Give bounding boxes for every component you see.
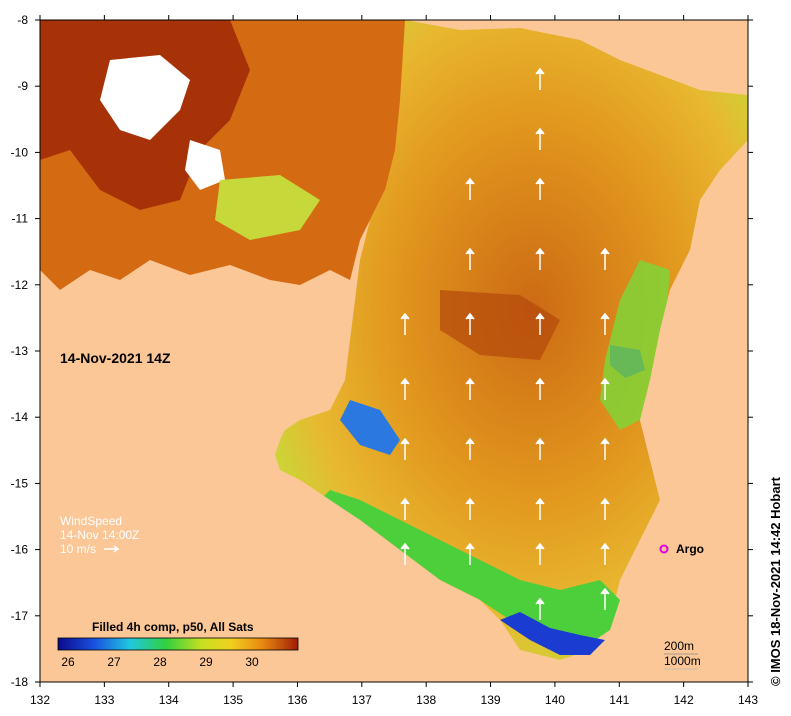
colorbar-tick-label: 28 [153, 655, 167, 669]
west-cold-patch [340, 400, 400, 455]
colorbar-gradient [57, 637, 299, 651]
colorbar-tick-label: 27 [107, 655, 121, 669]
wind-arrow [400, 437, 410, 460]
lat-tick-label: -18 [11, 675, 29, 689]
lat-tick-label: -17 [11, 609, 29, 623]
lon-tick-label: 142 [674, 693, 694, 707]
wind-arrow [600, 437, 610, 460]
wind-arrow [535, 597, 545, 620]
lon-tick-label: 134 [159, 693, 179, 707]
wind-legend-scale: 10 m/s [60, 542, 96, 556]
wind-arrow [465, 177, 475, 200]
wind-arrows [400, 67, 610, 620]
longitude-axis: 132 133 134 135 136 137 138 139 140 141 142 143 [30, 693, 758, 707]
credit-label: © IMOS 18-Nov-2021 14:42 Hobart [768, 476, 783, 686]
cape-york-land-2 [640, 230, 748, 682]
lat-tick-label: -14 [11, 410, 29, 424]
wind-arrow [600, 587, 610, 610]
tick-marks [35, 15, 753, 687]
wind-legend-title: WindSpeed [60, 514, 122, 528]
lon-tick-label: 141 [609, 693, 629, 707]
depth-1000m-label: 1000m [664, 654, 701, 668]
lon-tick-label: 137 [352, 693, 372, 707]
colorbar-tick-label: 29 [199, 655, 213, 669]
argo-symbol [659, 544, 669, 554]
lat-tick-label: -8 [17, 13, 28, 27]
wind-arrow [400, 497, 410, 520]
argo-marker: Argo [659, 542, 704, 556]
arafura-cloud-gap [100, 55, 190, 140]
wind-arrow [465, 312, 475, 335]
lat-tick-label: -9 [17, 79, 28, 93]
lon-tick-label: 143 [738, 693, 758, 707]
wind-arrow [400, 542, 410, 565]
lon-tick-label: 138 [416, 693, 436, 707]
wind-arrow [535, 542, 545, 565]
latitude-axis: -8 -9 -10 -11 -12 -13 -14 -15 -16 -17 -18 [11, 13, 29, 689]
arafura-green-patches [215, 175, 320, 240]
wind-arrow [600, 497, 610, 520]
depth-200m-label: 200m [664, 639, 694, 653]
wind-arrow [535, 127, 545, 150]
date-label: 14-Nov-2021 14Z [60, 350, 171, 366]
wind-scale-arrow [104, 545, 120, 553]
lon-tick-label: 133 [94, 693, 114, 707]
lon-tick-label: 132 [30, 693, 50, 707]
wind-arrow [600, 312, 610, 335]
south-coast-cold-band [500, 612, 605, 655]
lat-tick-label: -13 [11, 344, 29, 358]
wind-arrow [465, 247, 475, 270]
wind-arrow [535, 67, 545, 90]
wind-arrow [400, 377, 410, 400]
wind-arrow [535, 247, 545, 270]
argo-label: Argo [676, 542, 704, 556]
wind-arrow [465, 437, 475, 460]
lat-tick-label: -16 [11, 543, 29, 557]
wind-legend-time: 14-Nov 14:00Z [60, 528, 139, 542]
wind-arrow [600, 377, 610, 400]
wind-arrow [600, 247, 610, 270]
nt-land [40, 300, 640, 682]
colorbar-title: Filled 4h comp, p50, All Sats [92, 620, 254, 634]
wind-legend: WindSpeed 14-Nov 14:00Z 10 m/s [60, 514, 139, 556]
colorbar: Filled 4h comp, p50, All Sats 26 27 28 29 30 [57, 620, 299, 669]
lat-tick-label: -11 [12, 212, 29, 226]
lon-tick-label: 140 [545, 693, 565, 707]
wind-arrow [600, 542, 610, 565]
colorbar-tick-label: 30 [245, 655, 259, 669]
wind-arrow [535, 437, 545, 460]
colorbar-tick-label: 26 [61, 655, 75, 669]
wind-arrow [400, 312, 410, 335]
wind-arrow [535, 312, 545, 335]
south-coast-cool-band [320, 490, 620, 650]
lat-tick-label: -10 [11, 145, 29, 159]
wind-arrow [535, 497, 545, 520]
lat-tick-label: -12 [11, 278, 29, 292]
wind-arrow [465, 377, 475, 400]
depth-legend: 200m 1000m [664, 639, 701, 670]
lon-tick-label: 139 [481, 693, 501, 707]
lon-tick-label: 135 [223, 693, 243, 707]
cape-york-land [660, 20, 748, 95]
wind-arrow [535, 177, 545, 200]
lat-tick-label: -15 [11, 476, 29, 490]
east-cool-band [600, 260, 670, 430]
gulf-hot-core [440, 290, 560, 360]
lon-tick-label: 136 [287, 693, 307, 707]
wind-arrow [535, 377, 545, 400]
wind-arrow [465, 497, 475, 520]
arafura-cloud-gap-2 [185, 140, 225, 190]
wind-arrow [465, 542, 475, 565]
